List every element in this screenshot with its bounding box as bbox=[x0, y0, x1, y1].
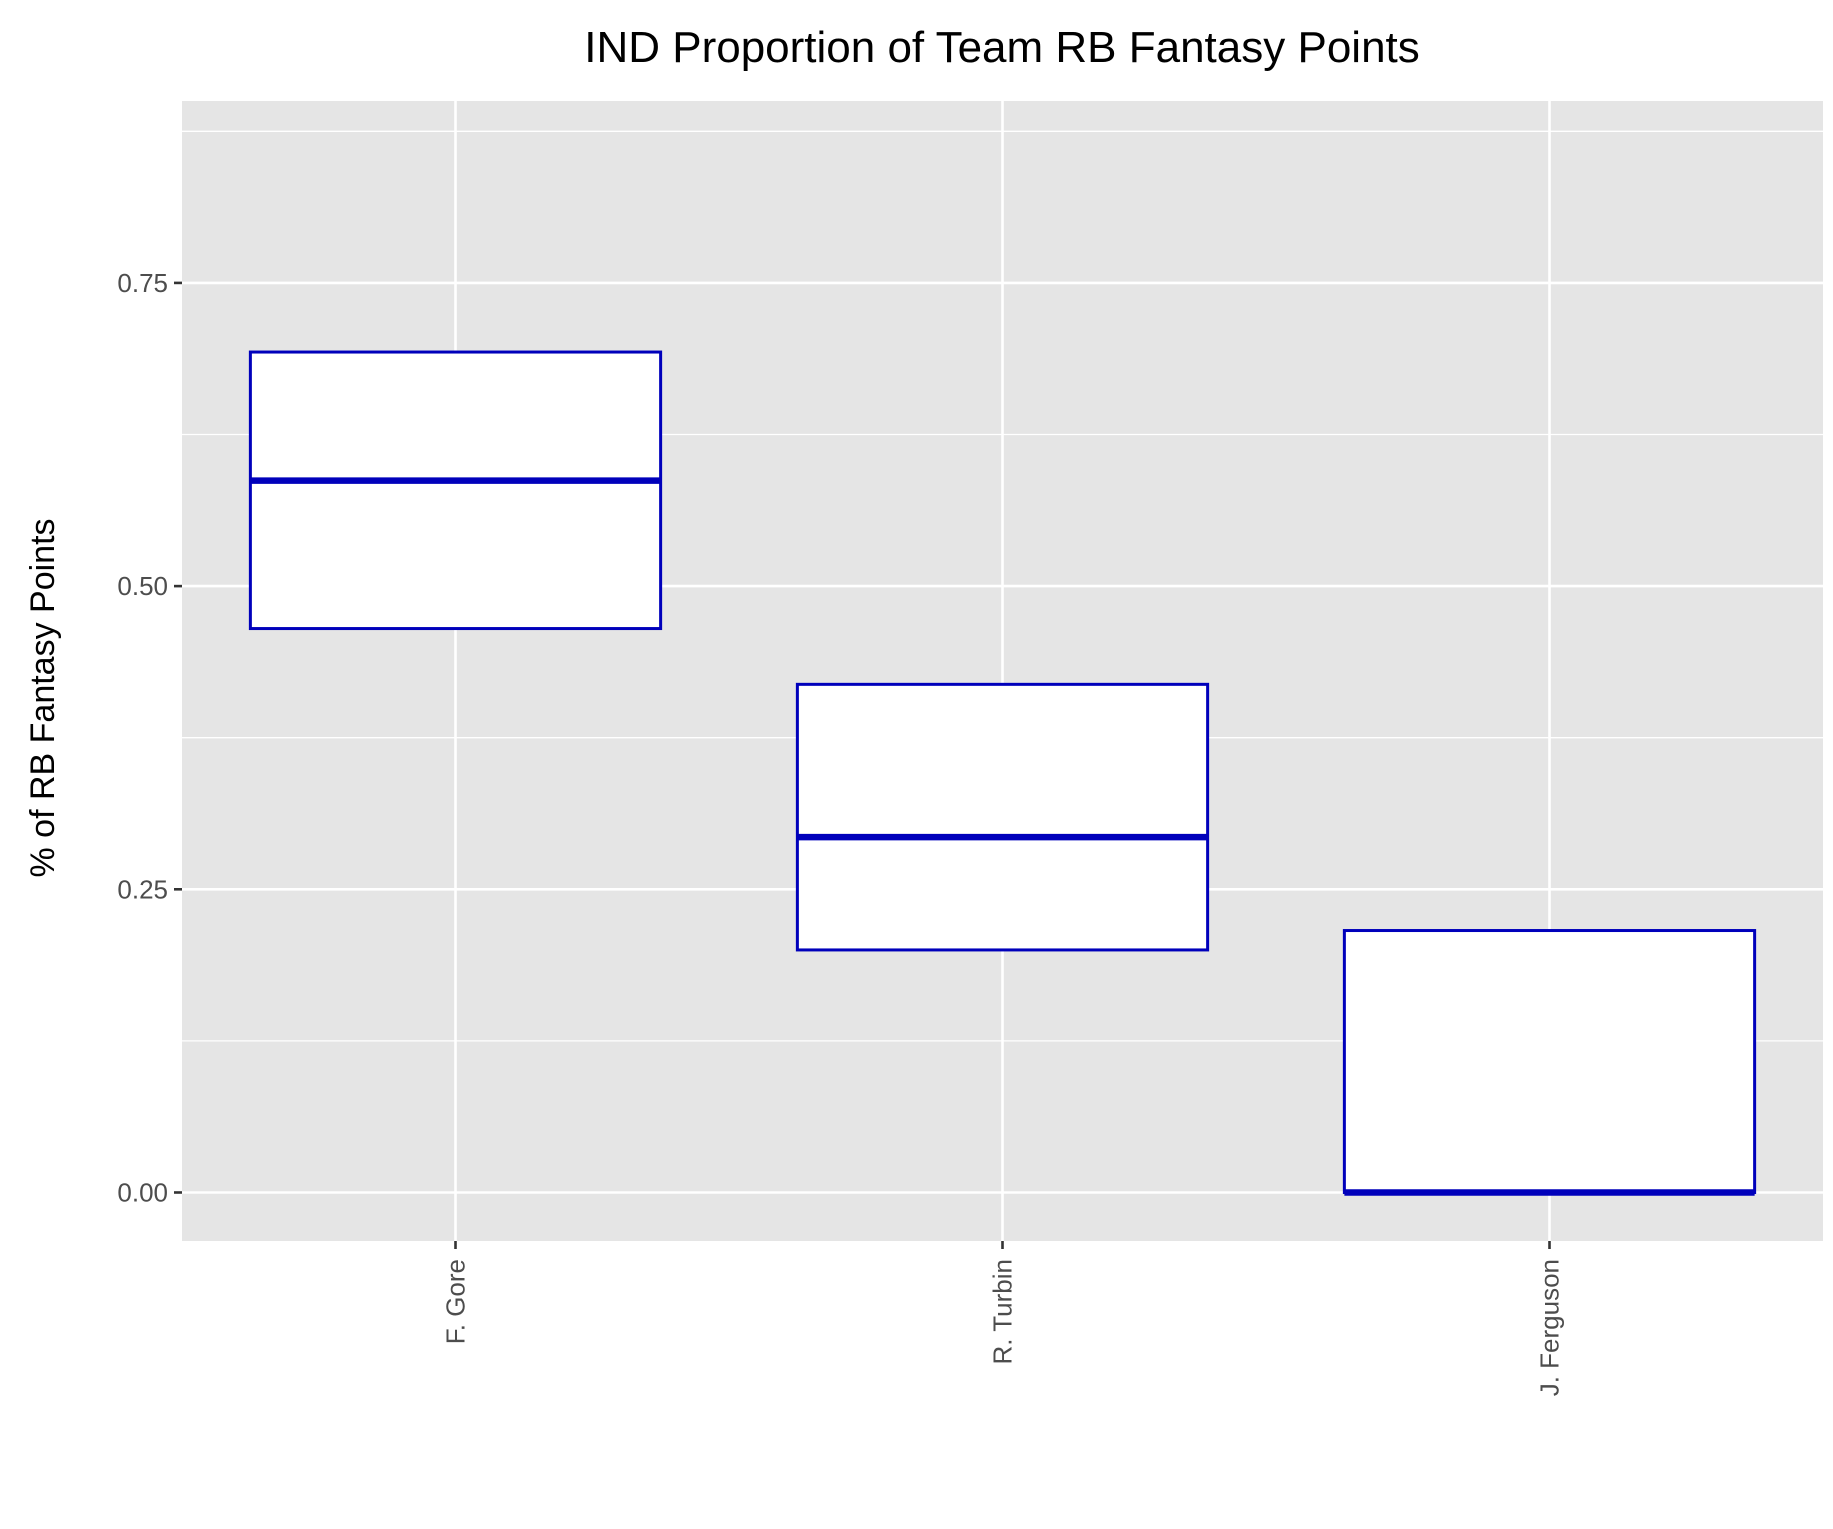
axes: 0.00 0.25 0.50 0.75 F. Gore R. Turbin J. Fergu… bbox=[117, 268, 1564, 1396]
y-axis-title: % of RB Fantasy Points bbox=[24, 518, 62, 877]
y-tick-label: 0.75 bbox=[117, 268, 168, 298]
y-tick-label: 0.25 bbox=[117, 874, 168, 904]
y-tick-label: 0.00 bbox=[117, 1177, 168, 1207]
x-tick-label: R. Turbin bbox=[988, 1259, 1018, 1365]
y-tick-label: 0.50 bbox=[117, 571, 168, 601]
chart-title: IND Proportion of Team RB Fantasy Points bbox=[584, 23, 1420, 72]
box-j-ferguson bbox=[1342, 929, 1757, 1194]
boxes bbox=[248, 350, 1757, 1196]
x-tick-label: F. Gore bbox=[441, 1259, 471, 1344]
box-r-turbin bbox=[795, 682, 1210, 952]
box-f-gore bbox=[248, 350, 663, 631]
x-tick-label: J. Ferguson bbox=[1535, 1259, 1565, 1396]
